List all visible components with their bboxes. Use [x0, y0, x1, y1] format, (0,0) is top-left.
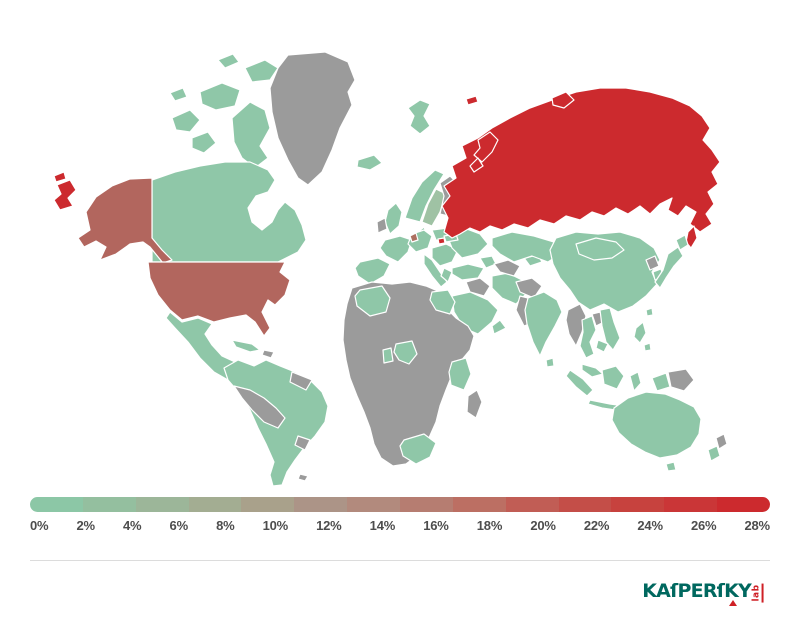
legend-tick-label: 14%: [369, 518, 396, 533]
legend-segment-3: [188, 497, 242, 512]
region-turkey: [451, 263, 485, 281]
region-taiwan: [645, 307, 654, 317]
legend-tick-label: 4%: [123, 518, 142, 533]
region-canada-arctic-islands: [169, 53, 279, 169]
region-egypt: [429, 289, 456, 315]
legend-segment-12: [664, 497, 718, 512]
legend-segment-2: [135, 497, 189, 512]
region-nigeria: [393, 340, 418, 365]
region-france: [379, 235, 413, 263]
legend-tick-label: 0%: [30, 518, 49, 533]
region-greenland: [269, 51, 356, 186]
legend-tick-label: 8%: [216, 518, 235, 533]
legend-tick-label: 22%: [583, 518, 610, 533]
kaspersky-lab-text: lab: [751, 583, 764, 603]
kaspersky-triangle-icon: [729, 600, 737, 606]
legend-tick-label: 6%: [169, 518, 189, 533]
legend-segment-7: [400, 497, 453, 512]
region-new-zealand-south: [707, 445, 721, 462]
legend-segment-0: [30, 497, 83, 512]
legend-segment-13: [717, 497, 770, 512]
region-uk: [384, 202, 403, 235]
region-guyanas: [289, 371, 313, 391]
region-russia: [441, 87, 721, 239]
region-hispaniola: [261, 349, 275, 359]
region-norway: [404, 169, 445, 223]
region-cambodia: [595, 339, 609, 353]
region-falklands: [297, 473, 309, 482]
region-iceland: [356, 154, 383, 171]
region-netherlands: [409, 232, 419, 243]
kaspersky-wordmark-text: KAſPERſKY: [642, 580, 752, 602]
legend-tick-label: 10%: [262, 518, 289, 533]
region-afghanistan: [515, 277, 543, 299]
legend-segment-10: [558, 497, 612, 512]
region-caucasus: [479, 255, 497, 269]
region-russia-novaya-zemlya: [465, 91, 575, 173]
legend-tick-label: 20%: [530, 518, 556, 533]
region-kazakhstan: [491, 231, 561, 263]
divider-line: [30, 560, 770, 561]
region-mongolia: [575, 237, 625, 261]
region-thailand: [579, 315, 597, 359]
region-australia: [611, 391, 702, 459]
legend-tick-label: 16%: [423, 518, 449, 533]
legend-segment-5: [294, 497, 348, 512]
legend-segment-6: [347, 497, 401, 512]
region-china: [549, 231, 661, 313]
region-alaska: [77, 177, 173, 264]
legend-segment-4: [241, 497, 295, 512]
region-sri-lanka: [545, 357, 555, 368]
region-balkans: [431, 243, 459, 267]
region-algeria: [354, 285, 391, 317]
legend-segment-9: [505, 497, 559, 512]
region-papua-new-guinea: [667, 368, 695, 392]
region-malaysia: [581, 363, 604, 378]
region-greece: [440, 267, 453, 283]
legend-segment-11: [611, 497, 665, 512]
legend-tick-label: 26%: [690, 518, 717, 533]
legend-tick-label: 28%: [744, 518, 771, 533]
kaspersky-lab-box: lab: [751, 580, 768, 606]
region-india: [524, 291, 563, 357]
legend-segment-8: [452, 497, 506, 512]
region-ghana: [382, 347, 394, 364]
region-kenya-tanzania: [448, 357, 472, 391]
region-iberia: [354, 257, 391, 285]
legend-ticks: 0% 2% 4% 6% 8% 10% 12% 14% 16% 18% 20% 22% 24% 26% 28%: [30, 518, 770, 533]
kaspersky-logo: KAſPERſKY lab: [642, 580, 768, 606]
world-map: [53, 51, 728, 487]
region-japan: [654, 234, 689, 289]
color-scale-legend: 0% 2% 4% 6% 8% 10% 12% 14% 16% 18% 20% 22% 24% 26% 28%: [30, 497, 770, 533]
legend-tick-label: 24%: [637, 518, 663, 533]
region-russia-kaliningrad: [437, 237, 446, 245]
region-madagascar: [466, 389, 483, 419]
region-ireland: [376, 217, 388, 234]
legend-tick-label: 2%: [76, 518, 96, 533]
legend-segment-1: [82, 497, 136, 512]
legend-bar: [30, 497, 770, 512]
kaspersky-wordmark: KAſPERſKY: [642, 580, 752, 606]
region-new-zealand-north: [715, 433, 728, 450]
region-tasmania: [665, 461, 677, 472]
region-north-korea: [645, 255, 660, 271]
region-oman-yemen: [491, 319, 507, 335]
region-usa: [147, 261, 291, 337]
region-canada: [151, 161, 307, 263]
region-russia-chukotka: [53, 171, 77, 211]
region-peru-bolivia: [233, 385, 286, 429]
region-myanmar: [565, 303, 587, 347]
region-uruguay: [294, 435, 311, 451]
region-south-africa: [399, 433, 437, 465]
region-syria-iraq: [465, 277, 491, 297]
region-svalbard: [407, 99, 431, 135]
region-philippines: [633, 321, 652, 352]
region-turkmenistan: [493, 259, 521, 277]
region-vietnam: [599, 307, 621, 351]
legend-tick-label: 12%: [316, 518, 342, 533]
legend-tick-label: 18%: [476, 518, 503, 533]
region-cuba: [231, 339, 261, 353]
